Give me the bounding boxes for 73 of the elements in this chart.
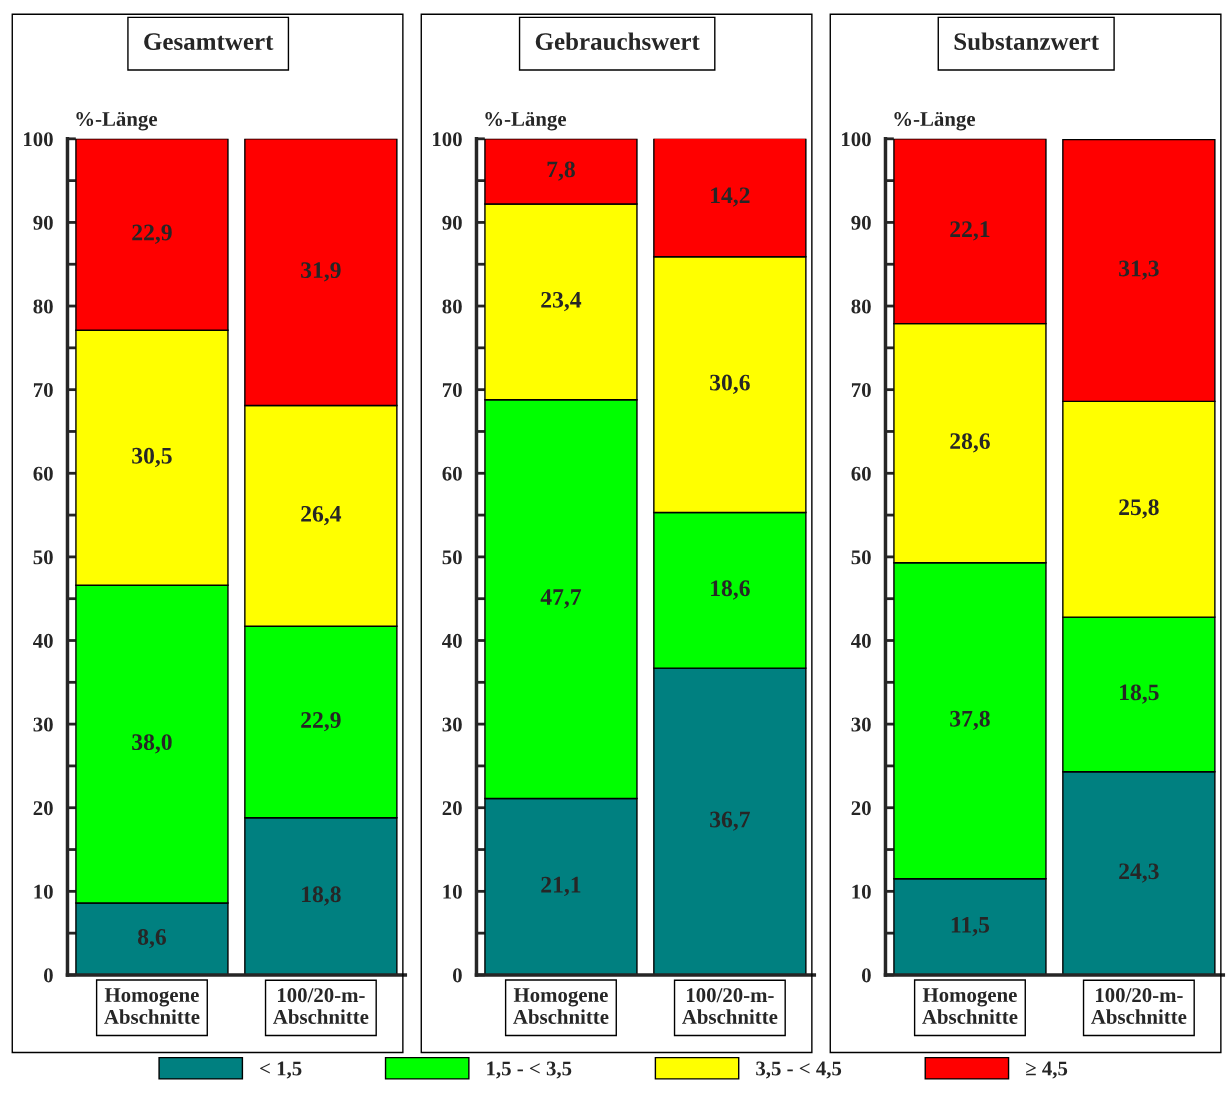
y-tick-label: 40 (442, 633, 462, 648)
y-axis-title: %-Länge (894, 111, 976, 131)
y-tick-label: 0 (452, 968, 462, 983)
data-label: 47,7 (540, 589, 582, 609)
x-tick-label: 100/20-m- Abschnitte (273, 988, 369, 1024)
data-label: 14,2 (711, 187, 750, 207)
x-tick-label: 100/20-m- Abschnitte (1091, 988, 1187, 1024)
y-axis-title: %-Länge (485, 111, 567, 131)
y-tick-label: 70 (851, 383, 871, 398)
x-tick-label: Homogene Abschnitte (104, 988, 200, 1024)
y-tick-label: 50 (851, 550, 871, 565)
y-tick-label: 50 (442, 550, 462, 565)
y-tick-label: 30 (442, 717, 462, 732)
y-tick-label: 60 (442, 466, 462, 481)
data-label: 26,4 (301, 505, 342, 526)
data-label: 28,6 (950, 433, 990, 453)
y-tick-label: 70 (442, 383, 462, 398)
x-tick-label: Homogene Abschnitte (922, 988, 1018, 1024)
data-label: 8,6 (137, 928, 167, 949)
legend-label: < 1,5 (260, 1061, 302, 1079)
y-tick-label: 20 (851, 801, 871, 816)
legend-label: 3,5 - < 4,5 (756, 1061, 842, 1079)
y-axis-title: %-Länge (76, 111, 158, 131)
chart-title: Gesamtwert (144, 33, 274, 50)
y-tick-label: 60 (851, 466, 871, 481)
data-label: 37,8 (950, 710, 990, 731)
data-label: 18,6 (711, 580, 750, 600)
data-label: 31,3 (1119, 260, 1159, 280)
data-label: 38,0 (132, 734, 172, 754)
x-tick-label: 100/20-m- Abschnitte (682, 988, 778, 1024)
y-tick-label: 20 (442, 801, 462, 816)
y-tick-label: 30 (33, 717, 53, 732)
y-tick-label: 80 (851, 299, 871, 314)
y-tick-label: 100 (433, 132, 462, 147)
y-tick-label: 80 (442, 299, 462, 314)
legend-label: ≥ 4,5 (1026, 1061, 1068, 1079)
y-tick-label: 40 (851, 633, 871, 648)
data-label: 25,8 (1119, 499, 1159, 519)
data-label: 18,5 (1120, 684, 1159, 704)
data-label: 11,5 (951, 916, 990, 937)
y-tick-label: 20 (33, 801, 53, 816)
data-label: 18,8 (302, 886, 341, 906)
legend-label: 1,5 - < 3,5 (487, 1061, 572, 1079)
data-label: 36,7 (710, 811, 750, 831)
y-tick-label: 100 (842, 132, 871, 147)
y-tick-label: 90 (442, 215, 462, 230)
y-tick-label: 70 (33, 383, 53, 398)
y-tick-label: 90 (33, 215, 53, 230)
x-tick-label: Homogene Abschnitte (513, 988, 609, 1024)
data-label: 22,9 (301, 712, 341, 732)
y-tick-label: 10 (34, 884, 53, 899)
chart-title: Gebrauchswert (535, 32, 700, 51)
data-label: 30,6 (710, 374, 750, 394)
y-tick-label: 100 (24, 132, 53, 147)
y-tick-label: 40 (33, 633, 53, 648)
data-label: 23,4 (541, 291, 582, 312)
data-label: 22,1 (950, 221, 990, 241)
y-tick-label: 80 (33, 299, 53, 314)
y-tick-label: 90 (851, 215, 871, 230)
data-label: 22,9 (132, 224, 172, 244)
y-tick-label: 0 (43, 968, 53, 983)
data-label: 31,9 (301, 262, 341, 282)
y-tick-label: 10 (443, 884, 462, 899)
chart-title: Substanzwert (954, 32, 1099, 51)
data-label: 30,5 (132, 447, 172, 468)
data-label: 7,8 (547, 161, 575, 181)
y-tick-label: 10 (852, 884, 871, 899)
y-tick-label: 0 (861, 968, 871, 983)
y-tick-label: 30 (851, 717, 871, 732)
y-tick-label: 50 (33, 550, 53, 565)
y-tick-label: 60 (33, 466, 53, 481)
data-label: 21,1 (541, 876, 581, 897)
data-label: 24,3 (1119, 863, 1159, 883)
